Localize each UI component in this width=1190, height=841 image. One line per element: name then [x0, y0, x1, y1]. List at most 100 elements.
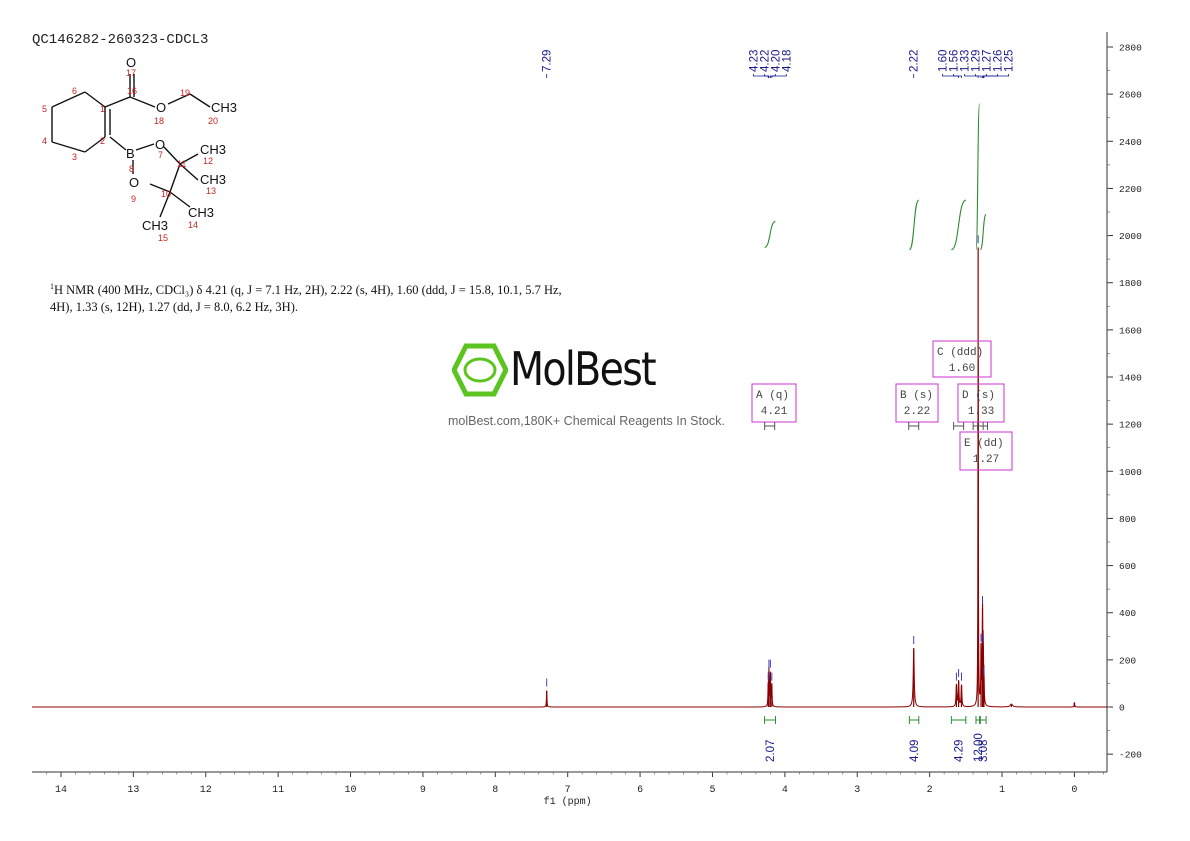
nmr-peak-description: 1H NMR (400 MHz, CDCl₃) δ 4.21 (q, J = 7… [50, 278, 610, 316]
atom-number: 3 [72, 152, 77, 162]
multiplet-box [751, 383, 797, 423]
y-tick-label: 600 [1119, 561, 1136, 572]
atom-number: 18 [154, 116, 164, 126]
atom-number: 9 [131, 194, 136, 204]
atom-number: 15 [158, 233, 168, 243]
atom-number: 2 [100, 136, 105, 146]
multiplet-shift: 1.27 [973, 454, 999, 466]
peak-label: 4.20 [770, 50, 782, 72]
multiplet-label: D (s) [962, 390, 995, 402]
multiplet-box [895, 383, 939, 423]
y-tick-label: 1600 [1119, 325, 1142, 336]
y-tick-label: 400 [1119, 608, 1136, 619]
multiplet-box [957, 383, 1005, 423]
atom-number: 12 [203, 156, 213, 166]
multiplet-box [959, 431, 1013, 471]
x-tick-label: 3 [854, 785, 860, 796]
integral-value: 3.08 [978, 740, 990, 762]
x-tick-label: 10 [345, 785, 357, 796]
atom-number: 1 [100, 104, 105, 114]
peak-label-leader [942, 74, 959, 78]
peak-label: 4.18 [781, 50, 793, 72]
y-tick-label: 2600 [1119, 90, 1142, 101]
atom-label: CH3 [200, 142, 226, 157]
molecule-structure: O O B O O CH3 CH3 CH3 CH3 CH3 1 2 3 4 5 … [42, 55, 237, 243]
atom-number: 20 [208, 116, 218, 126]
atom-number: 19 [180, 88, 190, 98]
x-tick-label: 5 [709, 785, 715, 796]
atom-number: 11 [177, 159, 186, 169]
multiplet-shift: 1.33 [968, 406, 994, 418]
peak-label-leader [752, 74, 769, 78]
molbest-watermark: MolBest [452, 342, 752, 402]
integral-value: 4.29 [954, 740, 966, 762]
peak-label-leader [975, 74, 982, 78]
y-tick-label: 2400 [1119, 137, 1142, 148]
atom-number: 8 [129, 164, 134, 174]
peak-label-leader [964, 74, 979, 78]
integral-value: 4.09 [909, 740, 921, 762]
multiplet-box [932, 340, 992, 378]
x-tick-label: 1 [999, 785, 1005, 796]
atom-number: 5 [42, 104, 47, 114]
peak-label: 1.27 [982, 50, 994, 72]
peak-label: 1.56 [949, 50, 961, 72]
x-tick-label: 4 [782, 785, 788, 796]
integral-curve [908, 199, 920, 251]
x-tick-label: 9 [420, 785, 426, 796]
multiplet-shift: 1.60 [949, 363, 975, 375]
atom-number: 4 [42, 136, 47, 146]
benzene-logo-icon [452, 343, 508, 397]
y-tick-label: 800 [1119, 514, 1136, 525]
multiplet-shift: 4.21 [761, 406, 788, 418]
multiplet-shift: 2.22 [904, 406, 930, 418]
x-tick-label: 2 [927, 785, 933, 796]
integral-curve [975, 103, 981, 251]
integral-curve [764, 220, 776, 248]
peak-label: 1.60 [938, 50, 950, 72]
atom-label: CH3 [211, 100, 237, 115]
peak-label: 1.25 [1004, 50, 1016, 72]
x-tick-label: 11 [272, 785, 284, 796]
atom-number: 6 [72, 86, 77, 96]
atom-number: 17 [126, 68, 136, 78]
spectrum-line [32, 358, 1107, 708]
atom-number: 10 [161, 189, 171, 199]
x-tick-label: 13 [127, 785, 139, 796]
multiplet-label: E (dd) [964, 438, 1004, 450]
brand-name: MolBest [510, 342, 657, 396]
nmr-description-line: 4H), 1.33 (s, 12H), 1.27 (dd, J = 8.0, 6… [50, 300, 298, 315]
atom-label: CH3 [188, 205, 214, 220]
y-tick-label: 2800 [1119, 43, 1142, 54]
y-tick-label: 200 [1119, 655, 1136, 666]
multiplet-label: A (q) [756, 390, 789, 402]
atom-number: 16 [127, 86, 137, 96]
x-axis-label: f1 (ppm) [544, 796, 592, 808]
peak-label: 4.23 [748, 50, 760, 72]
peak-label: 1.26 [993, 50, 1005, 72]
peak-label-leader [953, 74, 962, 78]
x-tick-label: 8 [492, 785, 498, 796]
peak-label: 1.29 [971, 50, 983, 72]
atom-label: O [156, 100, 166, 115]
peak-label: 1.33 [960, 50, 972, 72]
y-tick-label: 2200 [1119, 184, 1142, 195]
sample-id-title: QC146282-260323-CDCL3 [32, 32, 209, 48]
x-tick-label: 14 [55, 785, 67, 796]
peak-label: 2.22 [909, 50, 921, 72]
atom-number: 14 [188, 220, 198, 230]
y-tick-label: 0 [1119, 703, 1125, 714]
y-tick-label: 1800 [1119, 278, 1142, 289]
y-tick-label: 1400 [1119, 373, 1142, 384]
nmr-description-line: H NMR (400 MHz, CDCl₃) δ 4.21 (q, J = 7.… [54, 283, 562, 298]
integral-value: 12.00 [973, 733, 985, 762]
nmr-superscript: 1 [50, 282, 54, 291]
y-tick-label: 1000 [1119, 467, 1142, 478]
atom-label: O [155, 137, 165, 152]
multiplet-label: C (ddd) [937, 347, 983, 359]
atom-number: 7 [158, 150, 163, 160]
brand-tagline: molBest.com,180K+ Chemical Reagents In S… [448, 414, 725, 428]
integral-curve [951, 199, 967, 251]
y-tick-label: 1200 [1119, 420, 1142, 431]
